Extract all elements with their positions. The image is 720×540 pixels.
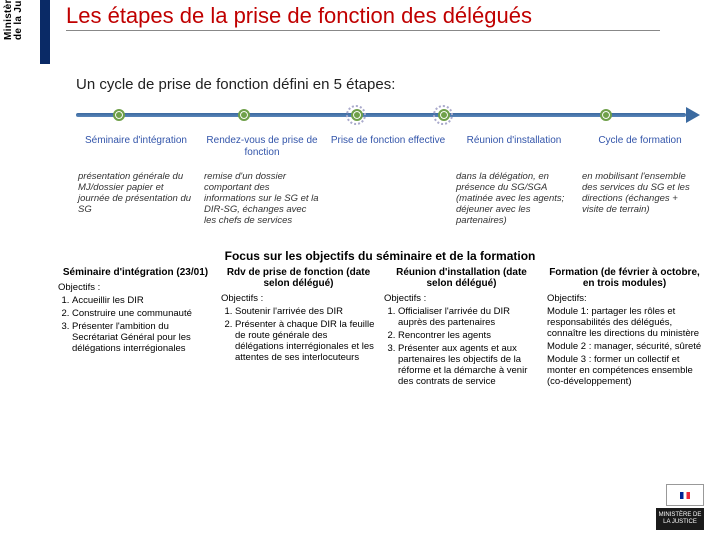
list-item: Présenter à chaque DIR la feuille de rou… bbox=[235, 319, 376, 363]
page: Ministère de la Justice Les étapes de la… bbox=[0, 0, 720, 540]
list-item: Présenter l'ambition du Secrétariat Géné… bbox=[72, 321, 213, 354]
step-label: Prise de fonction effective bbox=[328, 135, 448, 169]
focus-list: Soutenir l'arrivée des DIR Présenter à c… bbox=[235, 306, 376, 363]
focus-subhead: Objectifs : bbox=[58, 282, 213, 293]
step-desc: dans la délégation, en présence du SG/SG… bbox=[454, 169, 574, 243]
focus-heading: Formation (de février à octobre, en troi… bbox=[547, 267, 702, 289]
focus-title: Focus sur les objectifs du séminaire et … bbox=[50, 249, 710, 263]
list-item: Construire une communauté bbox=[72, 308, 213, 319]
focus-cell: Réunion d'installation (date selon délég… bbox=[384, 267, 539, 389]
step-col: Séminaire d'intégration présentation gén… bbox=[76, 135, 196, 243]
list-item: Rencontrer les agents bbox=[398, 330, 539, 341]
step-label: Cycle de formation bbox=[580, 135, 700, 169]
timeline-arrowhead-icon bbox=[686, 107, 700, 123]
list-item: Présenter aux agents et aux partenaires … bbox=[398, 343, 539, 387]
focus-list: Accueillir les DIR Construire une commun… bbox=[72, 295, 213, 354]
timeline-bar bbox=[76, 113, 686, 117]
focus-heading: Rdv de prise de fonction (date selon dél… bbox=[221, 267, 376, 289]
step-label: Rendez-vous de prise de fonction bbox=[202, 135, 322, 169]
focus-subhead: Objectifs : bbox=[221, 293, 376, 304]
focus-cell: Formation (de février à octobre, en troi… bbox=[547, 267, 702, 389]
left-brand-bar: Ministère de la Justice bbox=[0, 0, 40, 540]
focus-subhead: Objectifs: bbox=[547, 293, 702, 304]
focus-heading: Séminaire d'intégration (23/01) bbox=[58, 267, 213, 278]
logos: MINISTÈRE DE LA JUSTICE bbox=[656, 484, 704, 530]
focus-list: Officialiser l'arrivée du DIR auprès des… bbox=[398, 306, 539, 387]
timeline-node bbox=[600, 109, 612, 121]
timeline-node bbox=[113, 109, 125, 121]
title-rule bbox=[66, 30, 660, 31]
step-desc: présentation générale du MJ/dossier papi… bbox=[76, 169, 196, 243]
timeline-node bbox=[438, 109, 450, 121]
ministry-label: Ministère de la Justice bbox=[4, 0, 24, 40]
focus-heading: Réunion d'installation (date selon délég… bbox=[384, 267, 539, 289]
title-box: Les étapes de la prise de fonction des d… bbox=[50, 0, 720, 64]
gov-logo-icon bbox=[666, 484, 704, 506]
focus-subhead: Objectifs : bbox=[384, 293, 539, 304]
step-desc: remise d'un dossier comportant des infor… bbox=[202, 169, 322, 243]
focus-para: Module 1: partager les rôles et responsa… bbox=[547, 306, 702, 339]
content: Un cycle de prise de fonction défini en … bbox=[50, 70, 710, 534]
focus-cell: Rdv de prise de fonction (date selon dél… bbox=[221, 267, 376, 389]
timeline bbox=[76, 99, 700, 133]
focus-para: Module 2 : manager, sécurité, sûreté bbox=[547, 341, 702, 352]
focus-para: Module 3 : former un collectif et monter… bbox=[547, 354, 702, 387]
subtitle: Un cycle de prise de fonction défini en … bbox=[76, 76, 710, 93]
step-desc bbox=[328, 169, 448, 243]
page-title: Les étapes de la prise de fonction des d… bbox=[66, 4, 712, 28]
list-item: Officialiser l'arrivée du DIR auprès des… bbox=[398, 306, 539, 328]
list-item: Accueillir les DIR bbox=[72, 295, 213, 306]
step-desc: en mobilisant l'ensemble des services du… bbox=[580, 169, 700, 243]
step-col: Réunion d'installation dans la délégatio… bbox=[454, 135, 574, 243]
flag-icon bbox=[680, 492, 690, 499]
step-label: Réunion d'installation bbox=[454, 135, 574, 169]
focus-grid: Séminaire d'intégration (23/01) Objectif… bbox=[58, 267, 702, 389]
step-col: Cycle de formation en mobilisant l'ensem… bbox=[580, 135, 700, 243]
step-col: Prise de fonction effective bbox=[328, 135, 448, 243]
title-banner: Les étapes de la prise de fonction des d… bbox=[40, 0, 720, 64]
ministry-logo-icon: MINISTÈRE DE LA JUSTICE bbox=[656, 508, 704, 530]
list-item: Soutenir l'arrivée des DIR bbox=[235, 306, 376, 317]
focus-cell: Séminaire d'intégration (23/01) Objectif… bbox=[58, 267, 213, 389]
ministry-line2: de la Justice bbox=[13, 0, 24, 40]
timeline-node bbox=[351, 109, 363, 121]
timeline-node bbox=[238, 109, 250, 121]
step-label: Séminaire d'intégration bbox=[76, 135, 196, 169]
step-col: Rendez-vous de prise de fonction remise … bbox=[202, 135, 322, 243]
step-columns: Séminaire d'intégration présentation gén… bbox=[76, 135, 700, 243]
